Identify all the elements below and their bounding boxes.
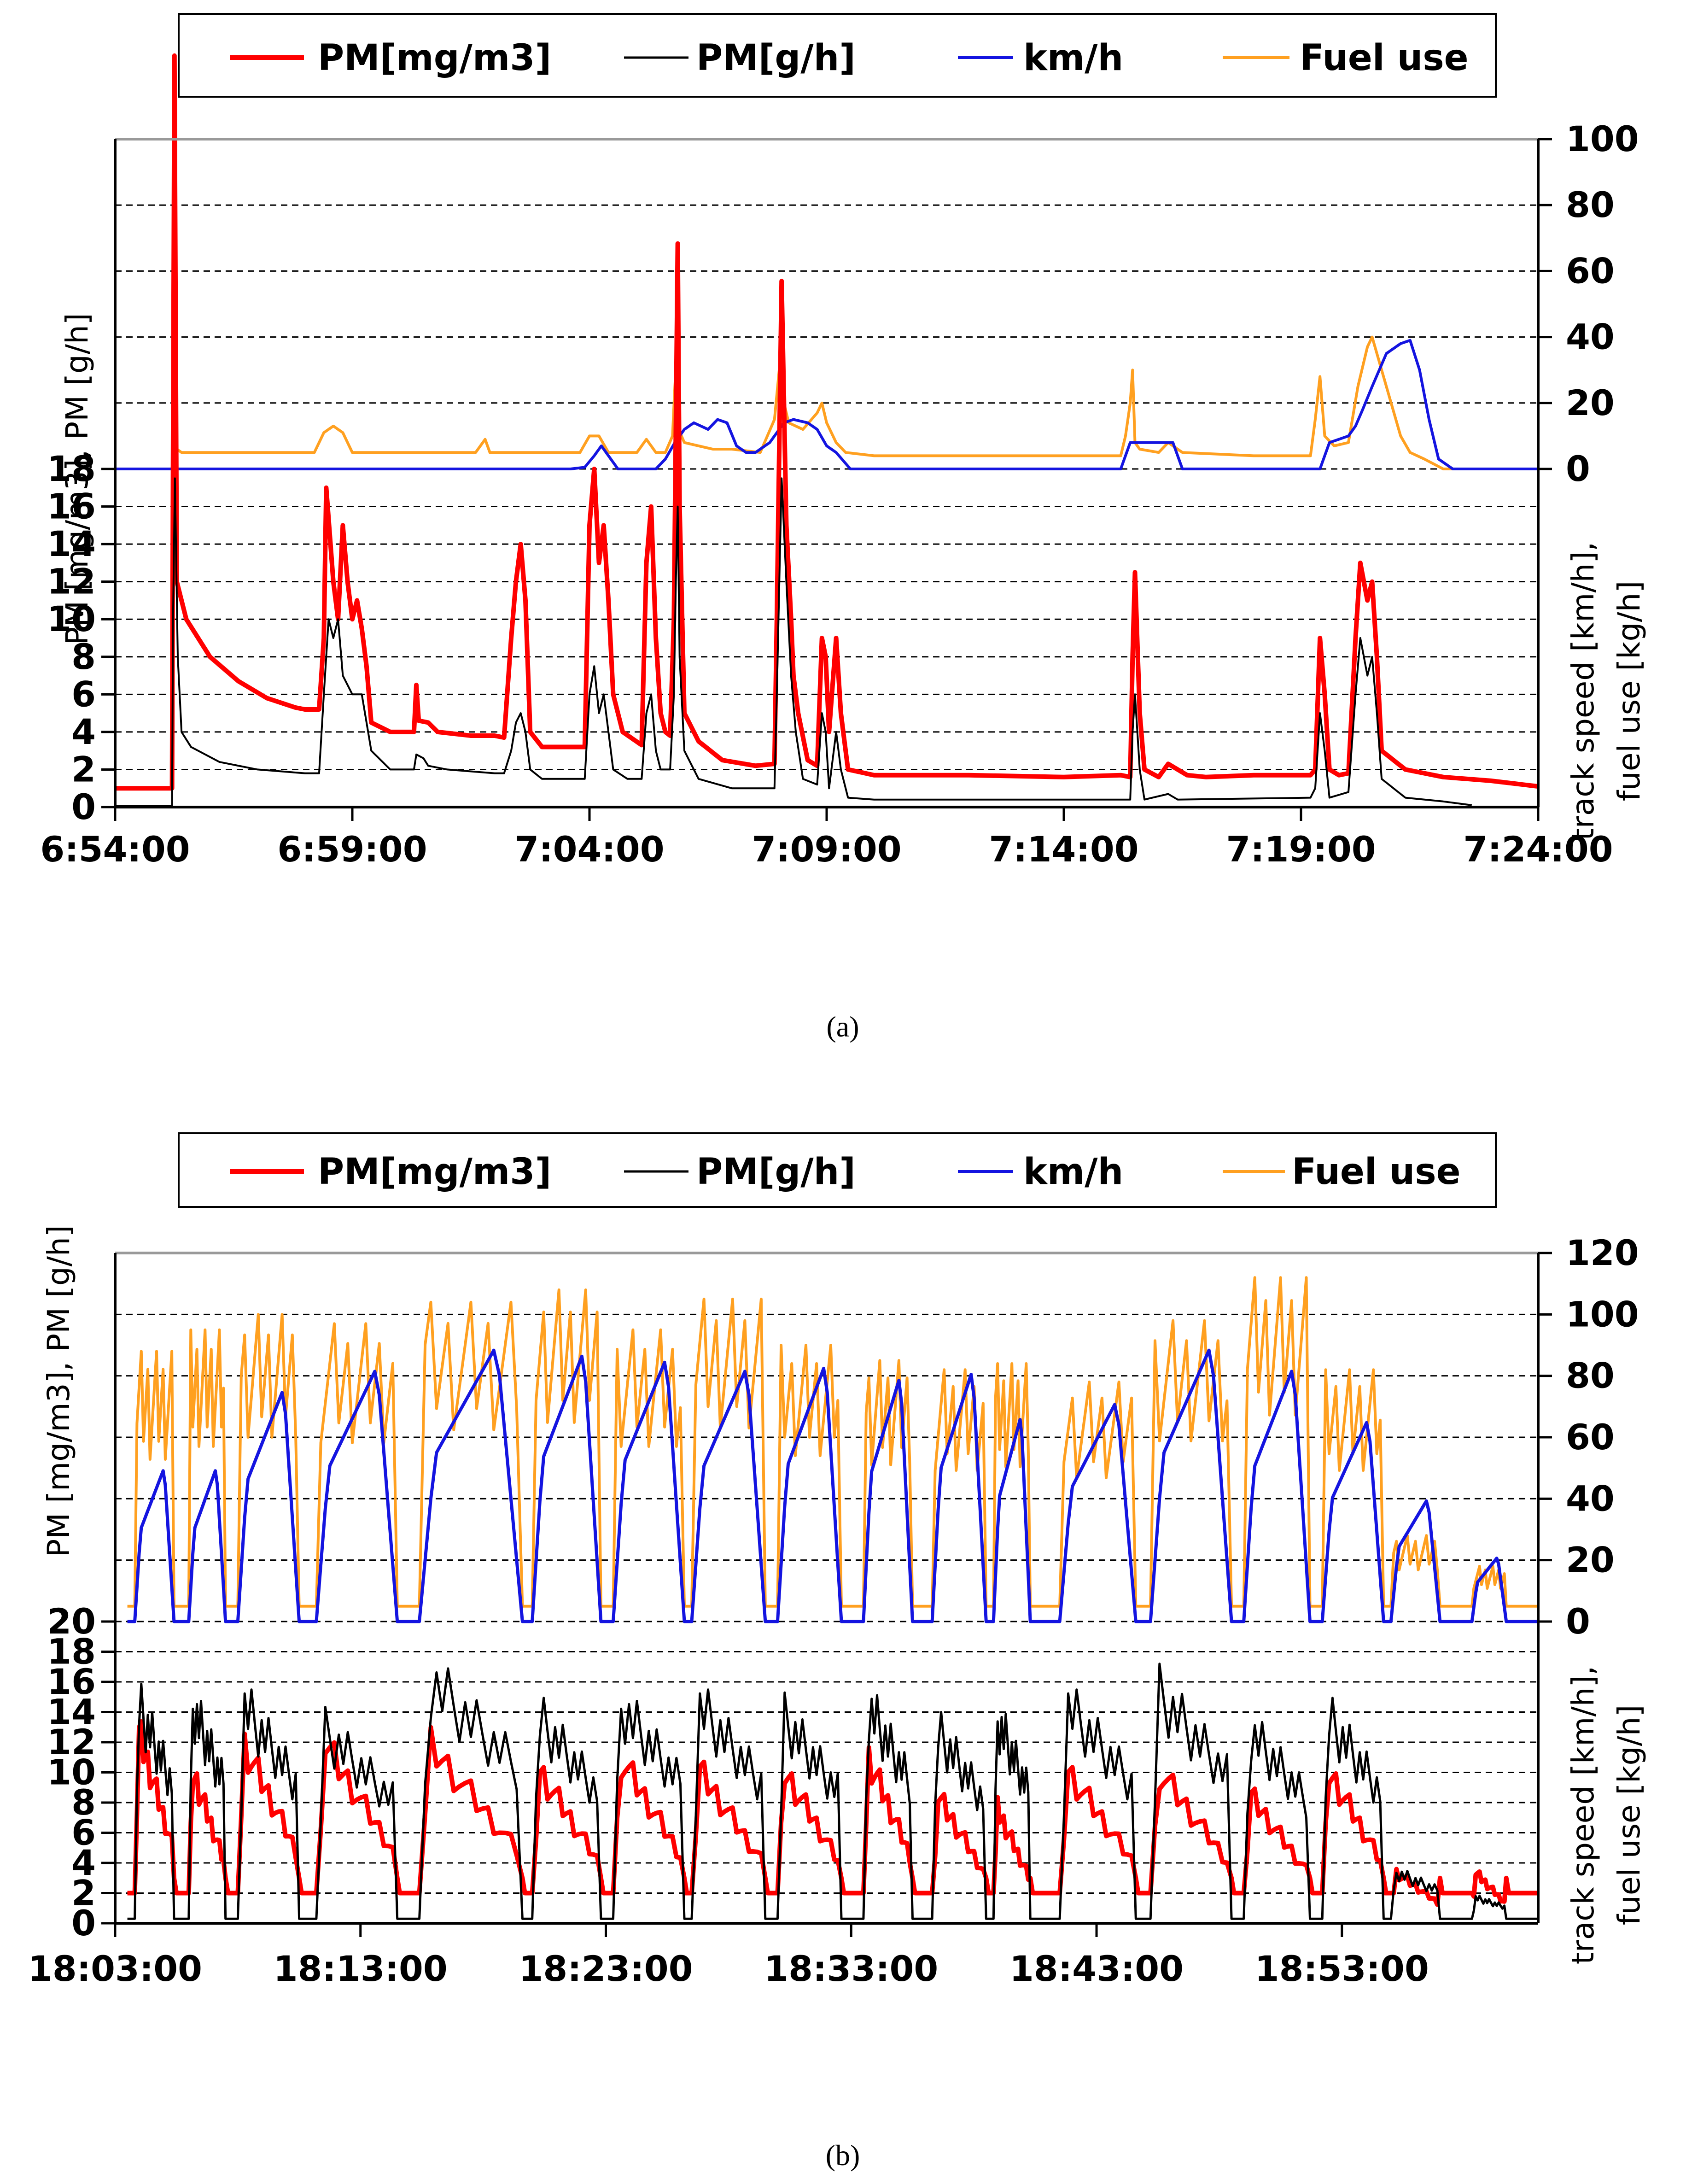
tick-label-x-b-3: 18:33:00 [764,1948,938,1989]
legend-label-fuel-a: Fuel use [1300,37,1469,79]
tick-label-right-a-4: 80 [1566,184,1615,225]
tick-label-left-b-9: 18 [47,1631,96,1672]
tick-label-left-b-1: 2 [71,1873,96,1914]
tick-label-left-b-10: 20 [47,1601,96,1642]
tick-label-x-a-4: 7:14:00 [989,829,1138,870]
tick-label-right-a-5: 100 [1566,118,1639,159]
y-axis-label-right-a-2: fuel use [kg/h] [1611,581,1647,801]
series-line-pm-mg-a [115,53,1539,791]
tick-label-left-b-8: 16 [47,1661,96,1702]
legend-label-pm-g-b: PM[g/h] [696,1151,856,1193]
tick-label-left-a-6: 12 [47,561,96,602]
series-line-kmh-a [115,339,1538,470]
tick-label-left-a-3: 6 [71,673,96,714]
tick-label-x-b-5: 18:53:00 [1255,1948,1429,1989]
legend-label-kmh-b: km/h [1023,1151,1123,1193]
series-line-pm-mg-b [127,1719,1538,1907]
series-line-kmh-b [127,1348,1538,1623]
chart-b: PM[mg/m3] PM[g/h] km/h Fuel use 02468101… [28,1132,1647,2172]
tick-label-right-a-1: 20 [1566,382,1615,423]
series-line-fuel-b [127,1276,1538,1608]
chart-a: PM[mg/m3] PM[g/h] km/h Fuel use 02468101… [40,13,1647,1043]
plot-area-b [127,1276,1538,1920]
tick-label-left-b-2: 4 [71,1842,96,1883]
caption-b: (b) [826,2139,860,2172]
caption-a: (a) [826,1010,859,1043]
legend-label-pm-mg-a: PM[mg/m3] [318,37,551,79]
tick-label-right-b-1: 20 [1566,1540,1615,1581]
series-line-pm-g-b [127,1663,1538,1920]
plot-area-a [115,53,1539,807]
y-axis-label-left-b: PM [mg/m3], PM [g/h] [41,1225,76,1557]
tick-label-right-b-6: 120 [1566,1232,1639,1273]
tick-label-left-b-4: 8 [71,1782,96,1823]
tick-label-left-b-0: 0 [71,1903,96,1944]
tick-label-left-a-0: 0 [71,786,96,827]
tick-label-left-a-4: 8 [71,636,96,677]
legend-box-a [178,13,1497,98]
series-line-pm-g-a [115,477,1472,807]
tick-label-x-b-1: 18:13:00 [274,1948,448,1989]
tick-label-left-b-5: 10 [47,1752,96,1793]
tick-label-right-a-3: 60 [1566,250,1615,291]
tick-label-left-a-5: 10 [47,598,96,639]
tick-label-x-a-0: 6:54:00 [40,829,190,870]
y-axis-label-right-b-1: track speed [km/h], [1565,1666,1601,1964]
tick-label-x-a-6: 7:24:00 [1463,829,1613,870]
tick-label-left-a-7: 14 [47,523,96,564]
tick-label-x-b-0: 18:03:00 [28,1948,202,1989]
y-axis-label-right-b-2: fuel use [kg/h] [1611,1705,1647,1925]
tick-label-x-a-3: 7:09:00 [752,829,901,870]
tick-label-right-b-2: 40 [1566,1478,1615,1519]
legend-label-pm-mg-b: PM[mg/m3] [318,1151,551,1193]
tick-label-x-a-5: 7:19:00 [1226,829,1376,870]
tick-label-right-a-0: 0 [1566,448,1590,489]
tick-label-x-a-2: 7:04:00 [514,829,664,870]
tick-label-right-b-5: 100 [1566,1294,1639,1335]
tick-label-right-b-4: 80 [1566,1355,1615,1396]
tick-label-x-b-2: 18:23:00 [519,1948,693,1989]
tick-label-left-b-7: 14 [47,1692,96,1733]
legend-label-pm-g-a: PM[g/h] [696,37,856,79]
tick-label-left-a-2: 4 [71,711,96,752]
tick-label-right-b-3: 60 [1566,1417,1615,1458]
legend-label-fuel-b: Fuel use [1292,1151,1461,1193]
tick-label-left-b-6: 12 [47,1721,96,1762]
tick-label-x-b-4: 18:43:00 [1009,1948,1184,1989]
tick-label-right-a-2: 40 [1566,316,1615,357]
tick-label-left-a-9: 18 [47,448,96,489]
tick-label-right-b-0: 0 [1566,1601,1590,1642]
y-axis-label-right-a-1: track speed [km/h], [1565,542,1601,840]
legend-label-kmh-a: km/h [1023,37,1123,79]
tick-label-left-a-1: 2 [71,749,96,790]
tick-label-left-b-3: 6 [71,1812,96,1853]
tick-label-left-a-8: 16 [47,486,96,527]
y-axis-label-left-a: PM [mg/m3], PM [g/h] [59,313,95,645]
tick-label-x-a-1: 6:59:00 [277,829,427,870]
